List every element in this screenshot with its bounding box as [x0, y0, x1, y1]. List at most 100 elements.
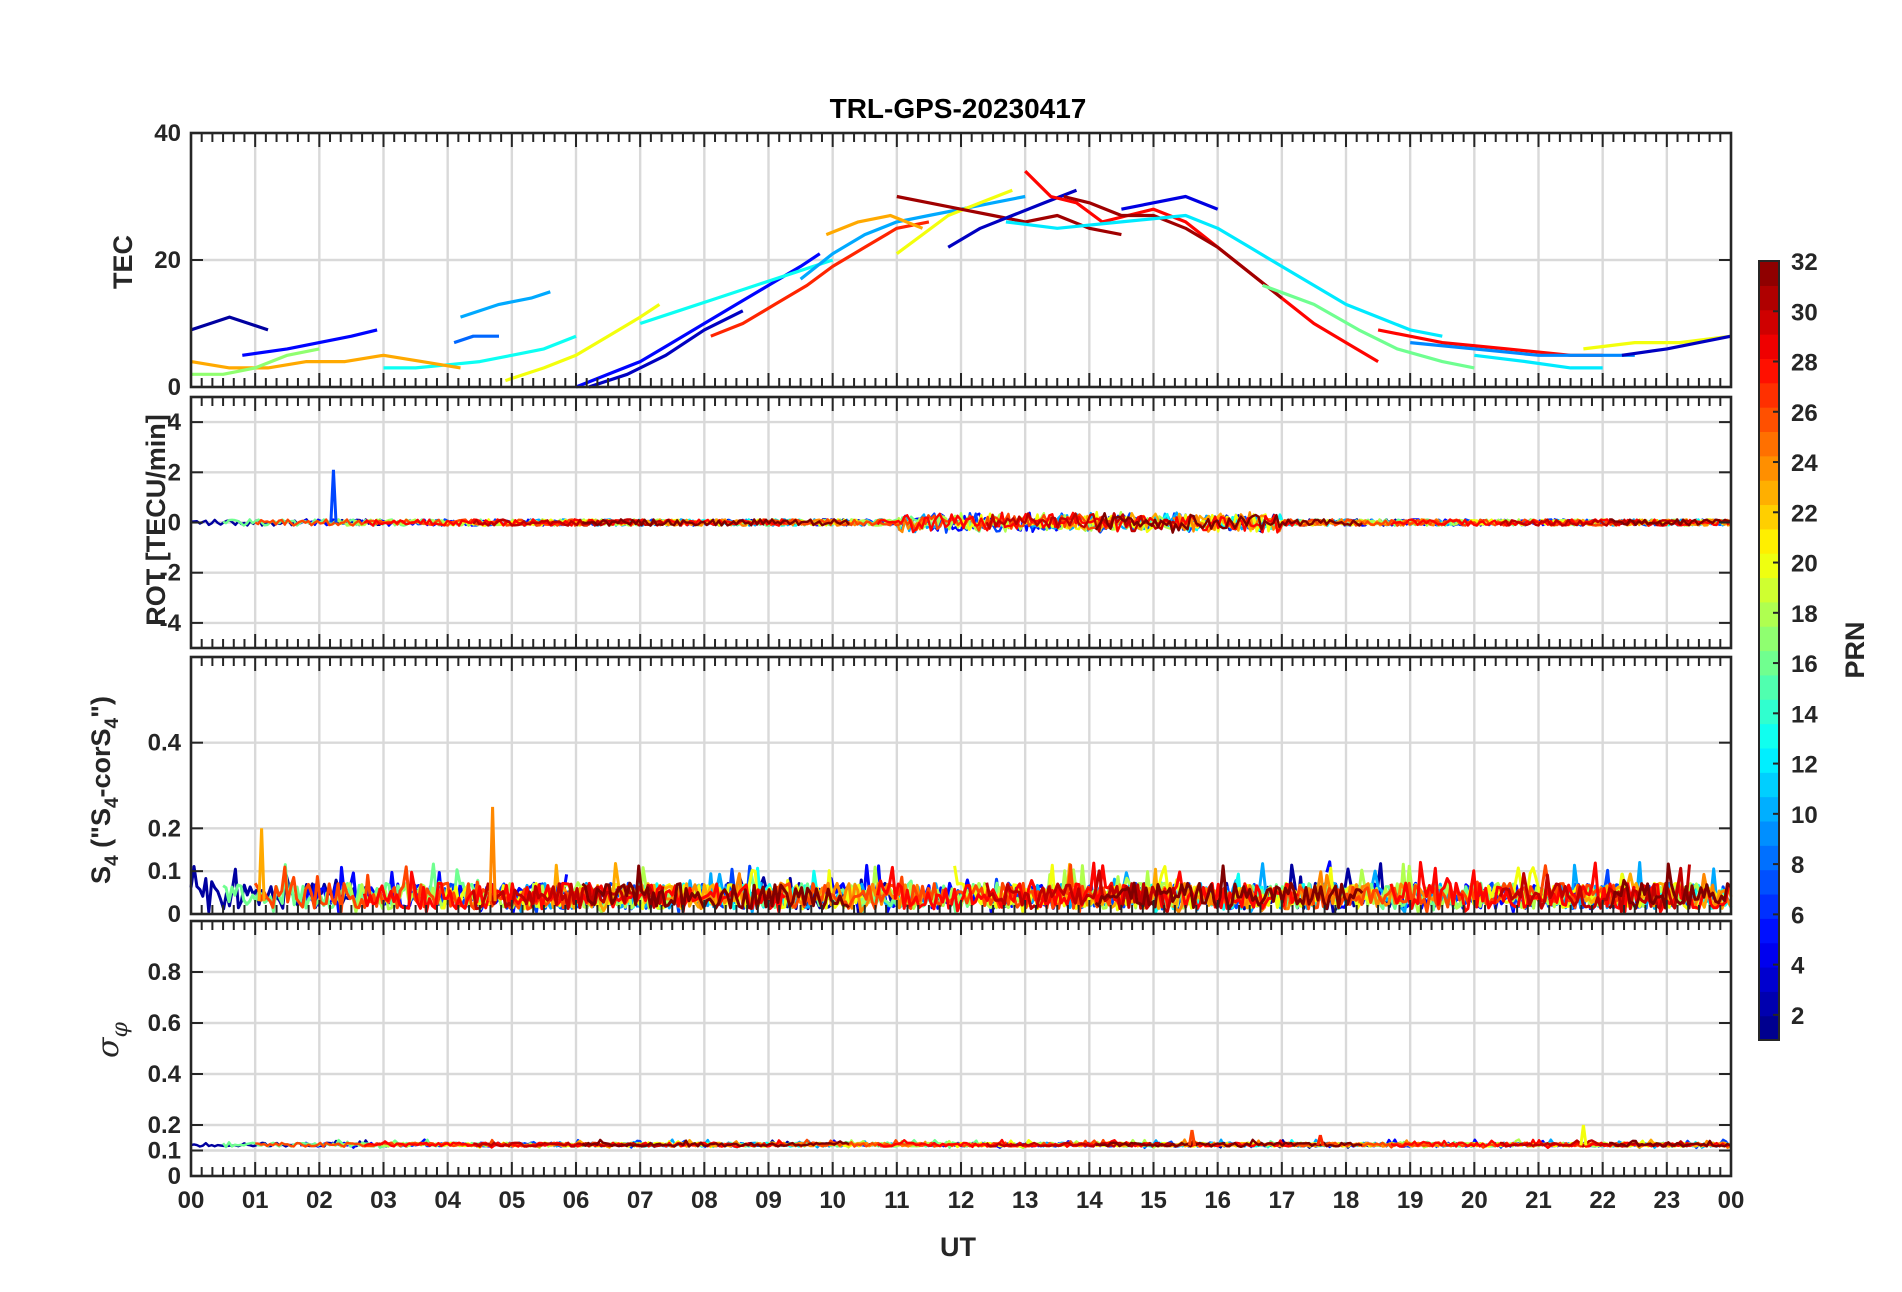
colorbar-segment	[1759, 577, 1779, 603]
tec-series-line	[799, 194, 1026, 281]
colorbar-segment	[1759, 966, 1779, 992]
rot-series-line	[1609, 518, 1731, 527]
tec-series-line	[1410, 341, 1635, 357]
tec-series-line	[1474, 353, 1603, 370]
x-tick-label: 06	[563, 1187, 590, 1214]
x-tick-label: 19	[1397, 1187, 1424, 1214]
colorbar-segment	[1759, 1015, 1779, 1041]
x-tick-label: 17	[1268, 1187, 1295, 1214]
x-tick-label: 09	[755, 1187, 782, 1214]
colorbar-segment	[1759, 723, 1779, 749]
colorbar-segment	[1759, 553, 1779, 579]
tec-series-line	[588, 309, 744, 389]
tec-series-line	[453, 334, 499, 345]
panel-sigma: 00.10.2 0.4 0.6 0.8 σφ	[91, 919, 1733, 1190]
x-axis-label: UT	[940, 1232, 976, 1262]
y-tick-label: 4	[168, 409, 182, 436]
sigma-label-sub: φ	[108, 1021, 133, 1037]
colorbar-segment	[1759, 455, 1779, 481]
tec-series-line	[459, 290, 551, 319]
colorbar-segment	[1759, 991, 1779, 1017]
tec-series-line	[1621, 334, 1732, 357]
colorbar-label: PRN	[1840, 621, 1870, 678]
colorbar-segment	[1759, 869, 1779, 895]
y-tick-label: 0.4	[148, 730, 182, 757]
tec-series-line	[1583, 334, 1732, 351]
colorbar-segment	[1759, 285, 1779, 311]
colorbar-tick-label: 8	[1791, 852, 1804, 879]
colorbar-tick-label: 12	[1791, 752, 1818, 779]
tec-series-line	[710, 220, 930, 338]
colorbar-tick-label: 16	[1791, 651, 1818, 678]
tec-series-line	[191, 347, 320, 376]
colorbar-segment	[1759, 358, 1779, 384]
s4-label-mid1: ("S	[86, 808, 116, 855]
colorbar-segment	[1759, 626, 1779, 652]
colorbar-segment	[1759, 650, 1779, 676]
s4-label-mid2: -corS	[86, 728, 116, 797]
x-tick-label: 01	[242, 1187, 269, 1214]
colorbar-segment	[1759, 772, 1779, 798]
y-tick-label: 0.1	[148, 1138, 181, 1165]
tec-series-line	[825, 213, 924, 237]
s4-series-line	[1608, 862, 1732, 910]
rot-series-line	[1094, 512, 1364, 534]
colorbar-segment	[1759, 504, 1779, 530]
colorbar-tick-label: 26	[1791, 400, 1818, 427]
x-tick-label: 14	[1076, 1187, 1103, 1214]
colorbar-segment	[1759, 845, 1779, 871]
x-tick-label: 21	[1525, 1187, 1552, 1214]
y-tick-label: 0	[168, 510, 181, 537]
x-tick-label: 10	[819, 1187, 846, 1214]
y-tick-label: 0.2	[148, 1112, 181, 1139]
colorbar-tick-label: 22	[1791, 500, 1818, 527]
colorbar-tick-label: 4	[1791, 953, 1805, 980]
s4-label-sub3: 4	[102, 717, 123, 728]
y-tick-label: -4	[160, 610, 182, 637]
tec-series-line	[242, 328, 378, 357]
sigma-series-line	[1609, 1139, 1732, 1148]
x-tick-label: 23	[1653, 1187, 1680, 1214]
colorbar-segment	[1759, 820, 1779, 846]
tec-series-line	[1262, 283, 1475, 370]
s4-spike	[257, 828, 266, 902]
s4-label-sub1: 4	[102, 855, 123, 866]
s4-series-line	[1498, 864, 1691, 914]
x-tick-label: 04	[434, 1187, 461, 1214]
colorbar-segment	[1759, 942, 1779, 968]
colorbar-tick-label: 10	[1791, 802, 1818, 829]
s4-label-main: S	[86, 866, 116, 884]
s4-spike	[488, 806, 497, 902]
tec-series-line	[1024, 169, 1379, 363]
s4-axis-label: S4 ("S4-corS4")	[86, 696, 123, 884]
x-tick-label: 08	[691, 1187, 718, 1214]
x-tick-labels: 00 01 02 03 04 05 06 07 08 09 10 11 12 13 14 15 16 17 18 19…	[178, 1187, 1745, 1214]
colorbar-segment	[1759, 431, 1779, 457]
sigma-axis-label: σφ	[91, 1021, 133, 1057]
colorbar-tick-label: 28	[1791, 350, 1818, 377]
x-tick-label: 11	[884, 1187, 909, 1214]
tec-axis-label: TEC	[108, 235, 138, 289]
colorbar-segment	[1759, 407, 1779, 433]
panel-s4: 00.10.20.4 S4 ("S4-corS4")	[86, 655, 1733, 928]
y-tick-label: 0.1	[148, 858, 181, 885]
x-tick-label: 13	[1012, 1187, 1039, 1214]
colorbar-tick-label: 32	[1791, 249, 1818, 276]
x-tick-label: 18	[1333, 1187, 1360, 1214]
colorbar-frame	[1758, 260, 1780, 1041]
y-tick-label: 20	[154, 247, 181, 274]
x-tick-label: 20	[1461, 1187, 1488, 1214]
tec-series-line	[895, 188, 1013, 255]
tec-series-line	[190, 315, 269, 332]
rot-spike	[329, 469, 338, 523]
tec-series-line	[639, 258, 834, 326]
colorbar-segment	[1759, 699, 1779, 725]
colorbar-segment	[1759, 601, 1779, 627]
colorbar-tick-label: 18	[1791, 601, 1818, 628]
colorbar-segment	[1759, 480, 1779, 506]
panel-tec: 0 20 40 TEC	[108, 120, 1733, 401]
sigma-spike	[1187, 1129, 1197, 1146]
panel-rot: -4 -2 0 2 4 ROT [TECU/min]	[141, 395, 1733, 650]
